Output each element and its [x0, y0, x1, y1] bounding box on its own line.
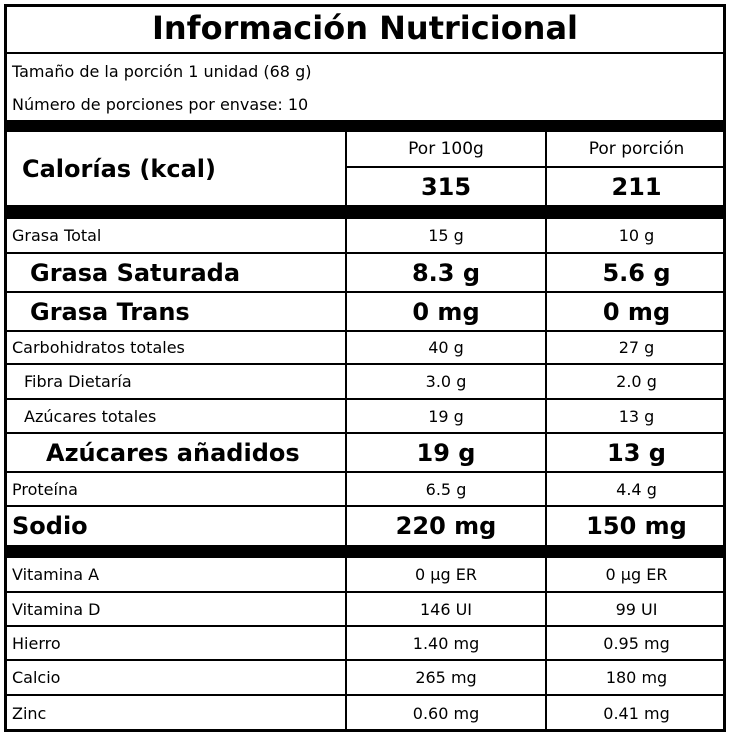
- servings-per-container: Número de porciones por envase: 10: [12, 94, 309, 114]
- divider: [4, 120, 726, 132]
- nutrient-label: Vitamina D: [4, 593, 345, 627]
- nutrient-label: Proteína: [4, 473, 345, 507]
- value-per-serving: 0 mg: [545, 293, 726, 332]
- value-per-serving: 13 g: [545, 434, 726, 473]
- serving-size: Tamaño de la porción 1 unidad (68 g): [12, 61, 312, 81]
- value-per-100g: 8.3 g: [345, 254, 545, 293]
- column-header: Por porción: [545, 132, 726, 168]
- value-per-serving: 10 g: [545, 219, 726, 254]
- nutrient-label: Zinc: [12, 703, 47, 723]
- value-per-100g: 40 g: [345, 332, 545, 365]
- value-per-serving: 4.4 g: [545, 473, 726, 507]
- value-per-100g: 0.60 mg: [345, 696, 545, 730]
- nutrient-label: Vitamina A: [4, 558, 345, 593]
- nutrient-label: Grasa Saturada: [4, 254, 345, 293]
- nutrient-label: Calcio: [4, 661, 345, 696]
- nutrient-label: Sodio: [12, 512, 88, 540]
- value-per-100g: 265 mg: [345, 661, 545, 696]
- value-per-100g: 1.40 mg: [345, 627, 545, 661]
- column-header: Por 100g: [345, 132, 545, 168]
- value-per-serving: 99 UI: [545, 593, 726, 627]
- value-per-100g: 0 mg: [345, 293, 545, 332]
- nutrient-label: Fibra Dietaría: [4, 365, 345, 400]
- nutrient-label: Grasa Total: [4, 219, 345, 254]
- value-per-serving: 5.6 g: [545, 254, 726, 293]
- value-per-100g: 0 µg ER: [345, 558, 545, 593]
- divider: [4, 205, 726, 219]
- value-per-100g: 3.0 g: [345, 365, 545, 400]
- value-per-serving: 2.0 g: [545, 365, 726, 400]
- value-per-serving: 0.41 mg: [545, 696, 726, 730]
- value-per-serving: 0.95 mg: [545, 627, 726, 661]
- calories-value: 211: [545, 168, 726, 205]
- nutrient-label: Azúcares totales: [4, 400, 345, 434]
- value-per-100g: 220 mg: [345, 507, 545, 545]
- title: Información Nutricional: [4, 4, 726, 54]
- divider: [4, 545, 726, 558]
- nutrient-label: Hierro: [4, 627, 345, 661]
- nutrient-label: Grasa Trans: [4, 293, 345, 332]
- calories-value: 315: [345, 168, 545, 205]
- nutrient-label: Carbohidratos totales: [4, 332, 345, 365]
- nutrient-label: Azúcares añadidos: [4, 434, 345, 473]
- value-per-100g: 15 g: [345, 219, 545, 254]
- value-per-100g: 6.5 g: [345, 473, 545, 507]
- value-per-100g: 19 g: [345, 400, 545, 434]
- value-per-100g: 146 UI: [345, 593, 545, 627]
- value-per-serving: 0 µg ER: [545, 558, 726, 593]
- value-per-serving: 150 mg: [545, 507, 726, 545]
- value-per-serving: 180 mg: [545, 661, 726, 696]
- calories-label: Calorías (kcal): [22, 154, 216, 183]
- value-per-serving: 27 g: [545, 332, 726, 365]
- value-per-serving: 13 g: [545, 400, 726, 434]
- outer-border: [4, 4, 726, 732]
- value-per-100g: 19 g: [345, 434, 545, 473]
